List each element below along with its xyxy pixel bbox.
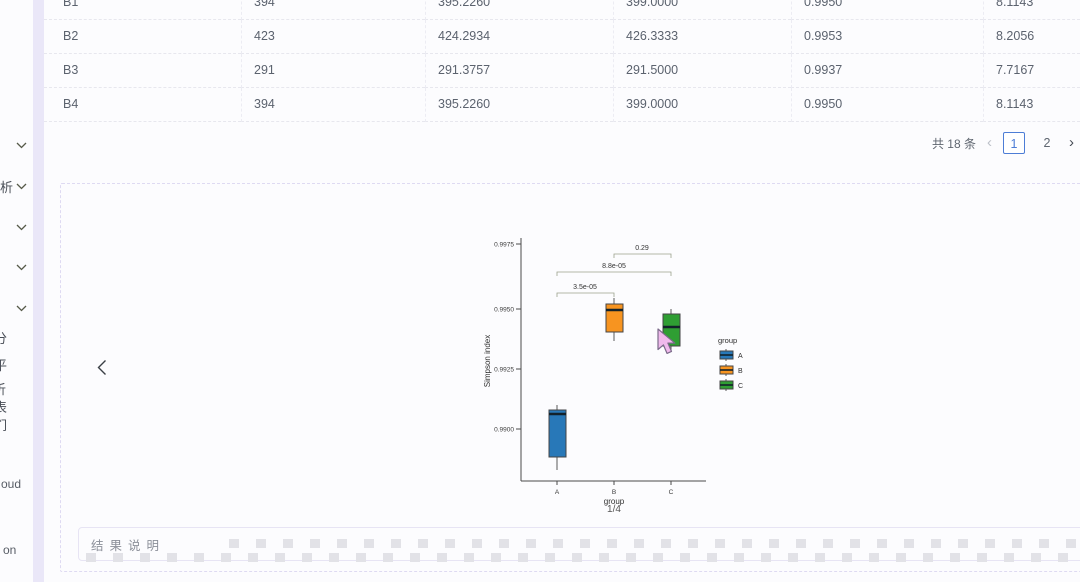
significance-bracket xyxy=(556,271,672,276)
sidebar-text-fragment: 分 xyxy=(0,331,8,346)
chart-panel: 0.9975 0.9950 0.9925 0.9900 Simpson inde… xyxy=(60,183,1080,572)
page-button-2[interactable]: 2 xyxy=(1043,136,1051,150)
sidebar-clipped-panel: 析 分 平 析 表 们 ： oud on xyxy=(0,0,33,582)
y-axis-label: Simpson index xyxy=(483,335,492,387)
table-cell: 291.3757 xyxy=(425,54,613,88)
x-tick-label: B xyxy=(612,489,616,496)
carousel-prev-button[interactable] xyxy=(91,354,113,380)
sidebar-section-toggle[interactable] xyxy=(0,259,33,275)
sidebar-text-fragment: 表 xyxy=(0,400,8,415)
table-cell: 291 xyxy=(241,54,425,88)
table-cell: 394 xyxy=(241,0,425,20)
sidebar-text-fragment: 们 xyxy=(0,418,8,433)
chart-legend: group A B C xyxy=(718,336,743,391)
significance-label: 0.29 xyxy=(635,245,649,252)
skeleton-row xyxy=(86,553,1077,562)
sidebar-section-toggle[interactable] xyxy=(0,137,33,153)
significance-bracket xyxy=(613,253,672,258)
pagination: 共 18 条 ‹ 1 2 › xyxy=(932,130,1074,156)
legend-entry: C xyxy=(719,379,743,391)
chevron-down-icon xyxy=(16,305,27,311)
table-cell: 423 xyxy=(241,20,425,54)
boxplot-group-C xyxy=(662,309,681,350)
chevron-down-icon xyxy=(16,264,27,270)
table-cell: 399.0000 xyxy=(613,0,791,20)
results-table: B1 394 395.2260 399.0000 0.9950 8.1143 B… xyxy=(44,0,1080,122)
table-cell: 395.2260 xyxy=(425,88,613,122)
prev-page-icon[interactable]: ‹ xyxy=(987,134,992,151)
table-cell: 291.5000 xyxy=(613,54,791,88)
table-cell: 8.1143 xyxy=(983,88,1080,122)
y-tick-label: 0.9925 xyxy=(494,367,514,374)
legend-entry: A xyxy=(719,349,743,361)
table-cell: 0.9937 xyxy=(791,54,983,88)
sidebar-text-fragment: oud xyxy=(1,477,22,491)
legend-label: C xyxy=(738,383,743,390)
total-count: 共 18 条 xyxy=(931,136,976,151)
table-cell: B1 xyxy=(44,0,241,20)
x-tick-label: C xyxy=(669,489,674,496)
significance-bracket xyxy=(556,292,615,297)
next-page-icon[interactable]: › xyxy=(1069,134,1074,151)
x-tick-label: A xyxy=(555,489,560,496)
sidebar-section-toggle[interactable]: 析 xyxy=(0,178,33,195)
table-cell: 424.2934 xyxy=(425,20,613,54)
y-tick-label: 0.9975 xyxy=(494,242,514,249)
page-indicator: 1/4 xyxy=(607,504,621,515)
legend-label: B xyxy=(738,368,743,375)
sidebar-text-fragment: 平 xyxy=(0,358,8,373)
chevron-down-icon xyxy=(16,224,27,230)
sidebar-section-toggle[interactable] xyxy=(0,219,33,235)
sidebar-text-fragment: 析 xyxy=(0,379,6,398)
significance-label: 8.8e-05 xyxy=(602,263,626,270)
table-cell: 8.2056 xyxy=(983,20,1080,54)
legend-label: A xyxy=(738,353,743,360)
results-title: 结果说明 xyxy=(91,538,166,553)
significance-label: 3.5e-05 xyxy=(573,284,597,291)
table-cell: B2 xyxy=(44,20,241,54)
table-cell: B3 xyxy=(44,54,241,88)
table-cell: 7.7167 xyxy=(983,54,1080,88)
legend-entry: B xyxy=(719,364,743,376)
sidebar-text-fragment: on xyxy=(3,543,17,557)
skeleton-row xyxy=(229,539,1078,548)
chevron-down-icon xyxy=(16,142,27,148)
table-cell: 8.1143 xyxy=(983,0,1080,20)
x-axis-label: group xyxy=(604,497,625,506)
table-cell: 426.3333 xyxy=(613,20,791,54)
table-cell: 399.0000 xyxy=(613,88,791,122)
table-cell: 394 xyxy=(241,88,425,122)
boxplot-chart: 0.9975 0.9950 0.9925 0.9900 Simpson inde… xyxy=(461,231,781,523)
chevron-left-icon xyxy=(97,359,106,375)
sidebar-text-fragment: ： xyxy=(0,432,7,451)
y-tick-label: 0.9900 xyxy=(494,427,514,434)
chevron-down-icon xyxy=(16,183,27,189)
table-cell: 395.2260 xyxy=(425,0,613,20)
table-cell: B4 xyxy=(44,88,241,122)
sidebar-section-toggle[interactable] xyxy=(0,300,33,316)
table-cell: 0.9950 xyxy=(791,0,983,20)
y-tick-label: 0.9950 xyxy=(494,307,514,314)
sidebar-section-label: 析 xyxy=(0,179,14,195)
table-cell: 0.9953 xyxy=(791,20,983,54)
page-button-1[interactable]: 1 xyxy=(1003,132,1025,154)
table-cell: 0.9950 xyxy=(791,88,983,122)
panel-divider xyxy=(33,0,44,582)
boxplot-group-A xyxy=(548,405,567,470)
legend-title: group xyxy=(718,336,737,345)
boxplot-group-B xyxy=(605,298,624,341)
